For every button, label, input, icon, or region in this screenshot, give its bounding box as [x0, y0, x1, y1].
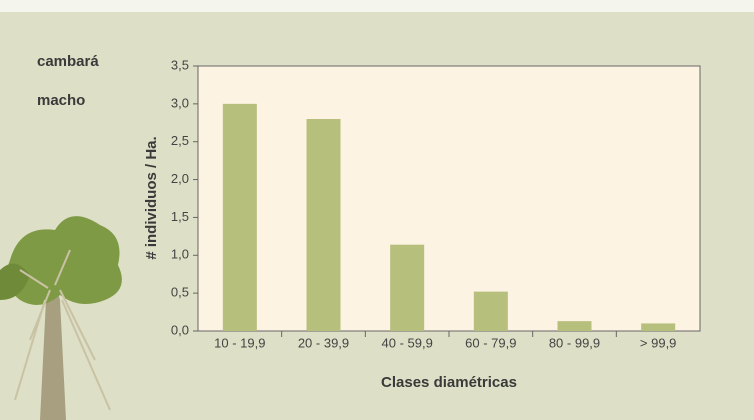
x-tick-label: > 99,9	[640, 335, 677, 350]
x-tick-label: 80 - 99,9	[549, 335, 600, 350]
y-tick-label: 2,5	[171, 133, 189, 148]
chart-subtitle: macho	[37, 92, 85, 109]
x-tick-label: 20 - 39,9	[298, 335, 349, 350]
bar	[390, 244, 425, 331]
y-tick-label: 1,5	[171, 209, 189, 224]
y-tick-label: 3,5	[171, 57, 189, 72]
bar	[473, 291, 508, 331]
x-axis-label: Clases diamétricas	[381, 374, 517, 391]
bar	[306, 119, 341, 331]
y-tick-label: 1,0	[171, 247, 189, 262]
y-tick-label: 0,5	[171, 285, 189, 300]
tree-illustration	[0, 216, 122, 420]
y-tick-label: 2,0	[171, 171, 189, 186]
x-tick-label: 40 - 59,9	[382, 335, 433, 350]
plot-area	[197, 65, 701, 332]
y-tick-label: 3,0	[171, 95, 189, 110]
bar	[557, 321, 592, 331]
chart-title: cambará	[37, 53, 99, 70]
y-tick-label: 0,0	[171, 322, 189, 337]
bar	[641, 323, 676, 331]
x-tick-label: 60 - 79,9	[465, 335, 516, 350]
bar	[222, 103, 257, 331]
x-tick-label: 10 - 19,9	[214, 335, 265, 350]
y-axis-label: # individuos / Ha.	[143, 136, 160, 259]
